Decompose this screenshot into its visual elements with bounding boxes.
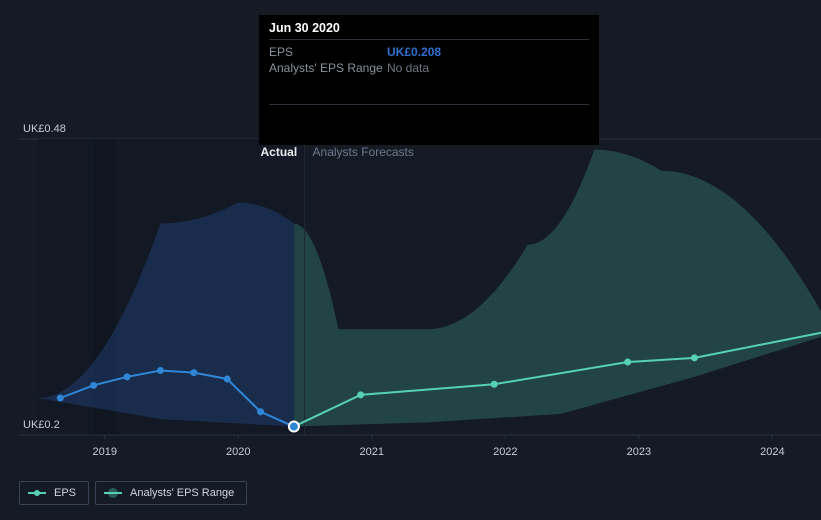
- tooltip-value: UK£0.208: [387, 45, 441, 59]
- y-axis-tick-label: UK£0.48: [23, 123, 66, 135]
- legend-swatch-line-icon: [28, 489, 46, 497]
- x-axis-tick-label: 2022: [493, 446, 517, 458]
- tooltip-row: Analysts' EPS RangeNo data: [269, 60, 589, 76]
- x-axis-tick-label: 2020: [226, 446, 250, 458]
- x-axis-tick-label: 2019: [93, 446, 117, 458]
- chart-tooltip: Jun 30 2020 EPSUK£0.208Analysts' EPS Ran…: [259, 15, 599, 145]
- y-axis-tick-label: UK£0.2: [23, 419, 60, 431]
- legend-label: EPS: [54, 487, 76, 499]
- legend-swatch-area-icon: [104, 489, 122, 497]
- x-axis-tick-label: 2021: [360, 446, 384, 458]
- tooltip-row: EPSUK£0.208: [269, 44, 589, 60]
- legend-item-eps-range[interactable]: Analysts' EPS Range: [95, 481, 247, 505]
- chart-legend: EPS Analysts' EPS Range: [19, 481, 247, 505]
- legend-label: Analysts' EPS Range: [130, 487, 234, 499]
- tooltip-key: Analysts' EPS Range: [269, 61, 387, 75]
- x-axis-tick-label: 2024: [760, 446, 784, 458]
- tooltip-key: EPS: [269, 45, 387, 59]
- forecast-region-label: Analysts Forecasts: [313, 145, 414, 159]
- x-axis-tick-label: 2023: [627, 446, 651, 458]
- tooltip-title: Jun 30 2020: [269, 21, 589, 40]
- tooltip-value: No data: [387, 61, 429, 75]
- legend-item-eps[interactable]: EPS: [19, 481, 89, 505]
- tooltip-divider: [269, 104, 589, 105]
- actual-region-label: Actual: [261, 145, 298, 159]
